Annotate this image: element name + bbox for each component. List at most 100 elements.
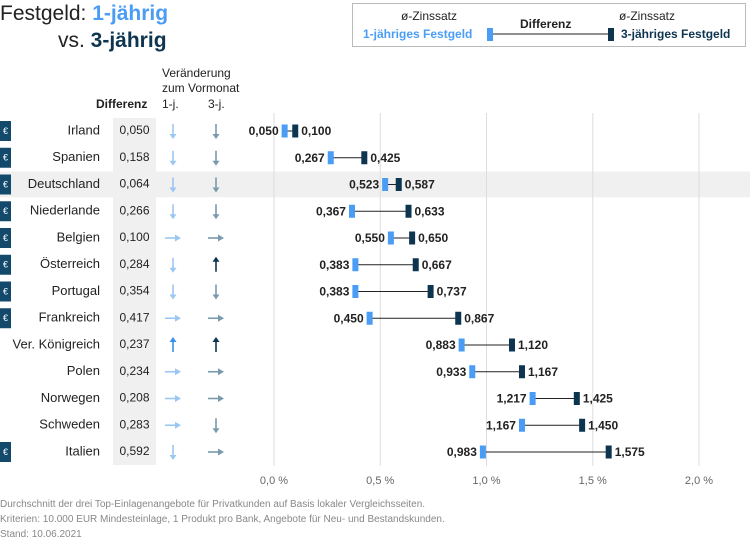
euro-badge [0, 281, 11, 302]
change-arrow-3y-head [218, 395, 224, 402]
header-change-line-2: zum Vormonat [162, 81, 240, 95]
euro-badge [0, 308, 11, 329]
country-label: Österreich [40, 256, 100, 271]
euro-symbol: € [3, 206, 8, 216]
euro-badge [0, 254, 11, 275]
title-line-2: vs. 3-jährig [58, 27, 167, 55]
data-label-1y: 0,367 [316, 204, 346, 218]
footnote-1: Durchschnitt der drei Top-Einlagenangebo… [0, 499, 426, 510]
marker-3y [509, 338, 515, 352]
marker-1y [352, 285, 359, 298]
change-arrow-1y-head [169, 294, 177, 300]
euro-badge [0, 121, 11, 141]
change-arrow-3y [212, 418, 220, 434]
footnote-3: Stand: 10.06.2021 [0, 529, 82, 540]
change-arrow-3y-head [212, 160, 220, 166]
country-label: Italien [65, 443, 100, 458]
change-arrow-1y [169, 124, 177, 139]
change-arrow-1y [165, 421, 181, 429]
data-label-1y: 0,383 [319, 258, 349, 272]
country-label: Portugal [52, 283, 101, 298]
country-label: Norwegen [41, 390, 100, 405]
marker-3y [361, 151, 368, 165]
change-arrow-1y [169, 204, 177, 220]
change-arrow-1y-head [169, 455, 177, 460]
data-label-1y: 0,983 [447, 445, 477, 459]
header-col-1j: 1-j. [162, 97, 179, 111]
euro-symbol: € [3, 233, 8, 243]
legend-diff-label: Differenz [520, 17, 572, 31]
diff-value: 0,237 [119, 337, 149, 351]
change-arrow-3y-head [212, 337, 220, 342]
data-label-3y: 1,167 [528, 365, 558, 379]
data-label-3y: 1,575 [615, 445, 645, 459]
diff-value: 0,266 [119, 203, 149, 217]
x-tick-label: 2,0 % [685, 475, 713, 487]
marker-3y [518, 365, 525, 379]
marker-1y [479, 445, 486, 459]
marker-1y [366, 311, 373, 325]
diff-value: 0,064 [119, 177, 149, 191]
marker-1y [327, 151, 334, 165]
data-label-3y: 0,100 [301, 124, 331, 138]
change-arrow-3y-head [212, 214, 220, 220]
euro-badge [0, 201, 11, 222]
data-label-1y: 0,383 [319, 285, 349, 299]
x-tick-label: 1,5 % [579, 475, 607, 487]
title-series-2: 3-jährig [90, 29, 167, 52]
change-arrow-3y [208, 448, 224, 456]
change-arrow-1y-head [175, 234, 181, 242]
x-tick-label: 0,5 % [366, 475, 394, 487]
diff-value: 0,284 [119, 257, 149, 271]
change-arrow-1y [169, 257, 177, 273]
marker-1y [469, 365, 476, 379]
data-label-1y: 0,050 [249, 124, 279, 138]
change-arrow-3y-head [212, 294, 220, 300]
data-label-3y: 0,587 [405, 178, 435, 192]
change-arrow-1y-head [175, 395, 181, 402]
euro-symbol: € [3, 286, 8, 296]
change-arrow-3y [212, 204, 220, 220]
marker-1y [382, 178, 389, 191]
euro-symbol: € [3, 447, 8, 457]
data-label-3y: 0,867 [464, 311, 494, 325]
change-arrow-3y-head [212, 256, 220, 262]
country-label: Ver. Königreich [13, 336, 100, 351]
data-label-3y: 1,120 [518, 338, 548, 352]
change-arrow-3y [208, 395, 224, 402]
country-label: Frankreich [39, 310, 100, 325]
footnote-2: Kriterien: 10.000 EUR Mindesteinlage, 1 … [0, 514, 445, 525]
data-label-3y: 0,633 [415, 204, 445, 218]
country-label: Deutschland [28, 176, 100, 191]
marker-1y [352, 258, 359, 272]
change-arrow-1y-head [169, 187, 177, 193]
data-label-1y: 0,267 [295, 151, 325, 165]
change-arrow-1y [165, 314, 181, 322]
marker-1y [348, 204, 355, 218]
euro-symbol: € [3, 260, 8, 270]
change-arrow-1y [169, 445, 177, 460]
change-arrow-3y-head [218, 314, 224, 322]
change-arrow-3y-head [218, 448, 224, 456]
marker-3y [292, 124, 299, 138]
change-arrow-3y [212, 284, 220, 300]
legend-dumbbell [487, 28, 614, 41]
data-label-3y: 0,650 [418, 231, 448, 245]
marker-3y [579, 418, 586, 432]
euro-symbol: € [3, 179, 8, 189]
marker-1y [281, 124, 288, 138]
marker-3y [573, 392, 580, 405]
marker-3y [412, 258, 419, 272]
change-arrow-1y-head [169, 134, 177, 139]
data-label-3y: 1,450 [588, 418, 618, 432]
legend-rate-label-2: ø-Zinssatz [619, 9, 676, 23]
change-arrow-3y [212, 150, 220, 166]
country-label: Schweden [39, 417, 100, 432]
change-arrow-1y-head [169, 160, 177, 166]
marker-3y [605, 445, 612, 459]
marker-3y [395, 178, 402, 191]
change-arrow-3y [208, 234, 224, 242]
change-arrow-3y [208, 368, 224, 376]
euro-badge [0, 174, 11, 195]
marker-1y [387, 231, 394, 245]
